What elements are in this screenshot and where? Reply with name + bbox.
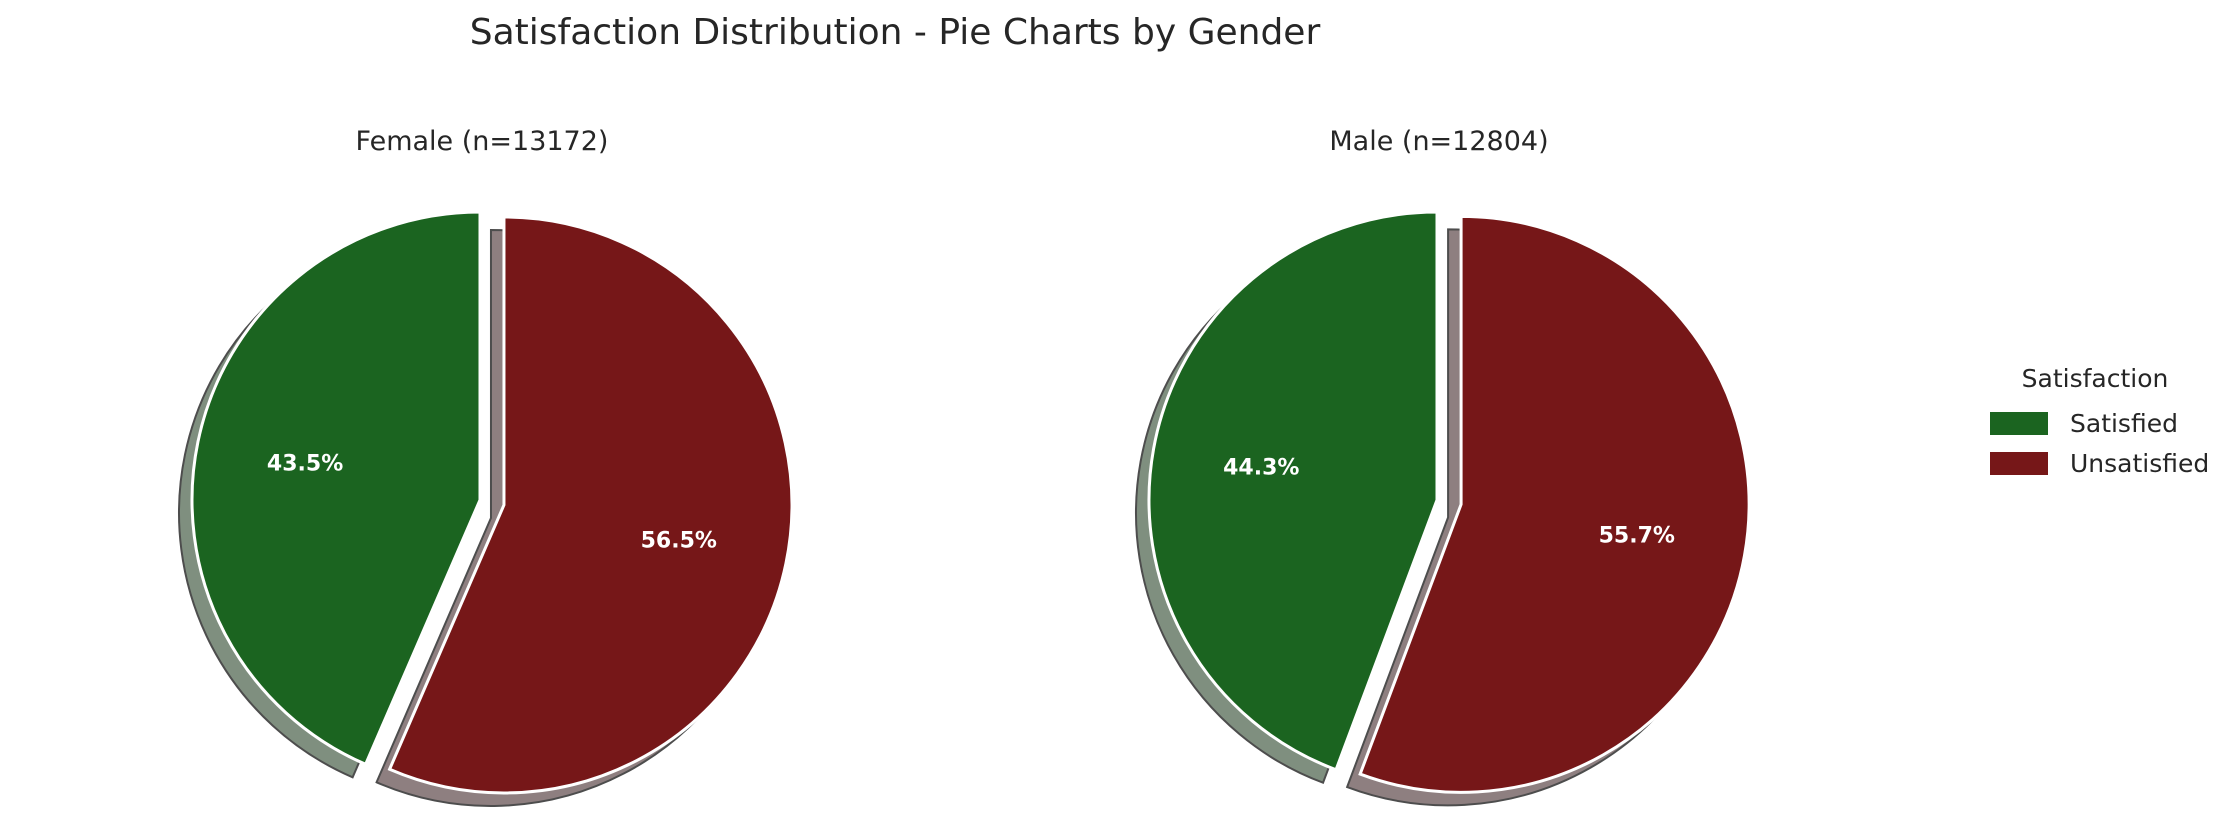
pie-slice-unsatisfied <box>1358 214 1751 794</box>
figure-title: Satisfaction Distribution - Pie Charts b… <box>469 12 1321 53</box>
legend-label-satisfied: Satisfied <box>2070 408 2178 438</box>
legend-swatch-unsatisfied <box>1990 451 2048 475</box>
pie-slice-satisfied <box>190 210 482 767</box>
pie-slice-satisfied <box>1147 210 1439 772</box>
legend-item-unsatisfied: Unsatisfied <box>1990 443 2230 483</box>
pie-label-unsatisfied: 56.5% <box>641 529 717 554</box>
pie-label-unsatisfied: 55.7% <box>1599 524 1675 549</box>
male-pie-title: Male (n=12804) <box>1329 126 1549 157</box>
pie-slice-unsatisfied <box>387 215 794 795</box>
legend: Satisfaction Satisfied Unsatisfied <box>1990 364 2230 483</box>
pie-label-satisfied: 43.5% <box>267 451 343 476</box>
legend-swatch-satisfied <box>1990 411 2048 435</box>
legend-item-satisfied: Satisfied <box>1990 403 2230 443</box>
pie-label-satisfied: 44.3% <box>1223 456 1299 481</box>
legend-title: Satisfaction <box>2021 364 2169 393</box>
legend-label-unsatisfied: Unsatisfied <box>2070 448 2210 478</box>
female-pie-title: Female (n=13172) <box>355 126 609 157</box>
male-pie: 44.3% 55.7% <box>1135 210 1751 807</box>
female-pie: 43.5% 56.5% <box>178 210 794 807</box>
